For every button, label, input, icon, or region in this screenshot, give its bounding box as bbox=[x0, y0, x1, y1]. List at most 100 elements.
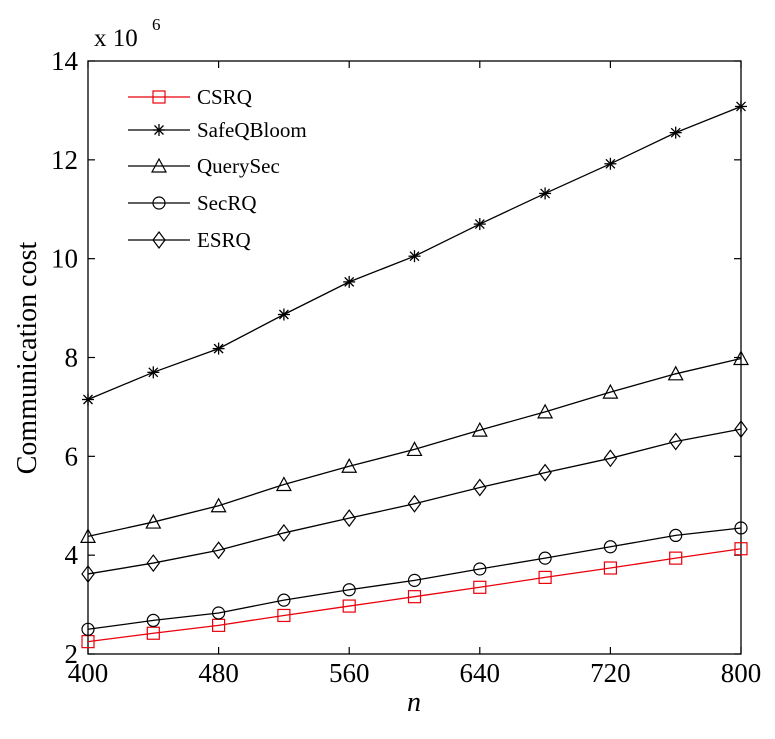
data-point bbox=[79, 528, 97, 543]
circle-marker bbox=[146, 613, 160, 627]
data-point bbox=[82, 393, 94, 406]
circle-marker bbox=[342, 583, 356, 597]
series-secrq bbox=[81, 521, 748, 636]
data-point bbox=[669, 126, 682, 139]
data-point bbox=[539, 187, 552, 200]
diamond-marker bbox=[473, 478, 487, 497]
square-marker bbox=[146, 626, 160, 640]
x-tick-label: 400 bbox=[68, 658, 109, 688]
data-point bbox=[538, 551, 552, 565]
data-point bbox=[538, 463, 552, 482]
series-esrq bbox=[81, 420, 748, 583]
circle-marker bbox=[212, 606, 226, 620]
triangle-marker bbox=[537, 403, 554, 419]
star-marker bbox=[277, 308, 290, 321]
triangle-marker bbox=[341, 457, 358, 473]
star-marker bbox=[212, 342, 225, 355]
diamond-marker bbox=[603, 449, 618, 468]
data-point bbox=[471, 421, 488, 437]
series-line bbox=[87, 548, 742, 643]
circle-marker bbox=[669, 528, 683, 543]
data-point bbox=[603, 561, 618, 575]
circle-marker bbox=[473, 562, 487, 576]
diamond-marker bbox=[538, 463, 552, 482]
legend-label-querysec: QuerySec bbox=[197, 154, 280, 178]
x-tick-label: 800 bbox=[721, 658, 762, 688]
y-tick-label: 14 bbox=[51, 46, 79, 76]
star-marker bbox=[82, 393, 94, 406]
data-point bbox=[211, 541, 226, 560]
data-point bbox=[667, 365, 684, 381]
square-marker bbox=[407, 590, 422, 604]
y-axis-label: Communication cost bbox=[12, 242, 43, 475]
y-multiplier-base: x 10 bbox=[94, 25, 138, 52]
triangle-marker bbox=[79, 528, 97, 543]
data-point bbox=[341, 457, 358, 473]
data-point bbox=[734, 542, 748, 556]
x-tick-label: 640 bbox=[460, 658, 501, 688]
legend-label-safeqbloom: SafeQBloom bbox=[197, 118, 307, 142]
data-point bbox=[538, 570, 552, 585]
data-point bbox=[669, 528, 683, 543]
data-point bbox=[407, 590, 422, 604]
legend-entry-querysec: QuerySec bbox=[128, 154, 280, 178]
star-marker bbox=[473, 218, 486, 231]
x-tick-label: 720 bbox=[590, 658, 631, 688]
series-line bbox=[87, 527, 742, 630]
diamond-marker bbox=[407, 494, 422, 513]
data-point bbox=[147, 366, 160, 379]
data-point bbox=[473, 580, 487, 594]
series-line bbox=[87, 428, 742, 575]
star-marker bbox=[539, 187, 552, 200]
triangle-marker bbox=[732, 350, 750, 366]
diamond-marker bbox=[211, 541, 226, 560]
legend-entry-secrq: SecRQ bbox=[128, 191, 257, 215]
data-point bbox=[604, 157, 617, 170]
y-tick-label: 2 bbox=[65, 639, 79, 669]
square-marker bbox=[152, 90, 166, 104]
data-point bbox=[343, 275, 356, 288]
star-marker bbox=[153, 124, 165, 136]
legend-entry-esrq: ESRQ bbox=[128, 228, 251, 252]
square-marker bbox=[538, 570, 552, 585]
y-tick-label: 8 bbox=[65, 343, 79, 373]
data-point bbox=[735, 100, 747, 113]
data-point bbox=[277, 308, 290, 321]
star-marker bbox=[735, 100, 747, 113]
diamond-marker bbox=[668, 432, 683, 451]
data-point bbox=[473, 562, 487, 576]
x-tick-label: 480 bbox=[198, 658, 239, 688]
star-marker bbox=[343, 275, 356, 288]
series-line bbox=[87, 357, 742, 538]
circle-marker bbox=[81, 622, 95, 636]
legend-entry-safeqbloom: SafeQBloom bbox=[128, 118, 307, 142]
data-point bbox=[146, 554, 161, 573]
data-point bbox=[734, 521, 748, 535]
data-point bbox=[668, 432, 683, 451]
data-point bbox=[277, 593, 291, 607]
data-point bbox=[212, 606, 226, 620]
data-point bbox=[146, 613, 160, 627]
legend-marker-circle bbox=[152, 196, 166, 210]
diamond-marker bbox=[81, 564, 95, 583]
triangle-marker bbox=[150, 157, 168, 173]
data-point bbox=[669, 551, 683, 565]
data-point bbox=[407, 494, 422, 513]
y-tick-label: 4 bbox=[65, 540, 79, 570]
legend-marker-star bbox=[153, 124, 165, 136]
data-point bbox=[603, 540, 618, 554]
data-point bbox=[210, 497, 227, 513]
star-marker bbox=[604, 157, 617, 170]
circle-marker bbox=[277, 593, 291, 607]
series-lines bbox=[79, 100, 750, 649]
legend-label-secrq: SecRQ bbox=[197, 191, 257, 215]
square-marker bbox=[603, 561, 618, 575]
circle-marker bbox=[734, 521, 748, 535]
data-point bbox=[146, 626, 160, 640]
legend: CSRQ SafeQBloom QuerySec SecRQ ESRQ bbox=[128, 85, 307, 252]
x-tick-label: 560 bbox=[329, 658, 370, 688]
data-point bbox=[732, 350, 750, 366]
data-point bbox=[277, 608, 291, 623]
data-point bbox=[603, 449, 618, 468]
